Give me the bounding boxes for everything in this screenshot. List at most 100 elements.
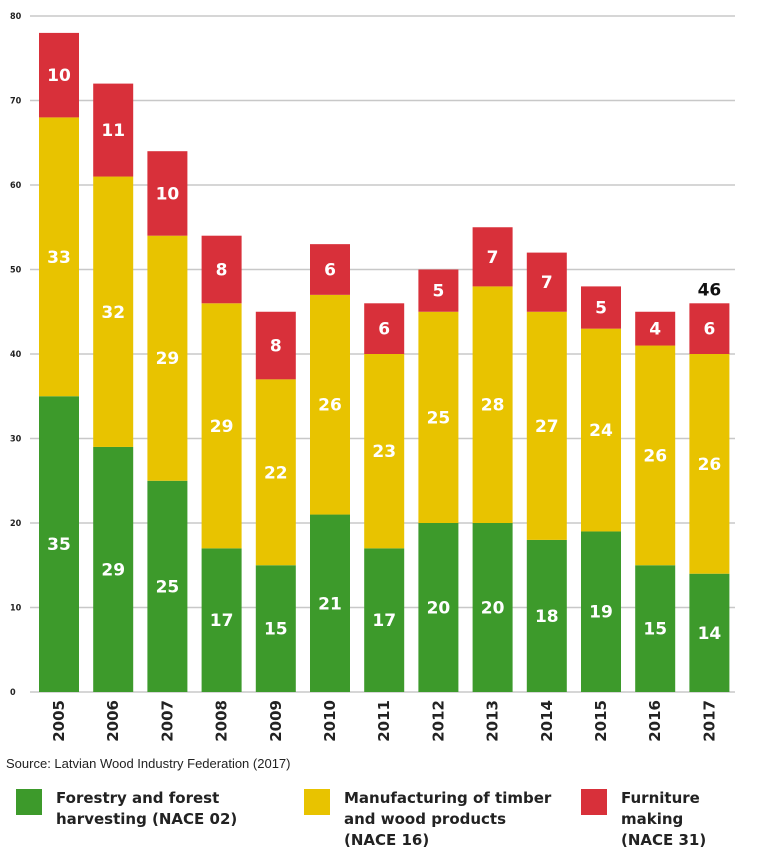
- data-label: 29: [156, 349, 180, 369]
- bar-segment: [147, 151, 188, 236]
- data-label: 27: [535, 417, 559, 437]
- data-label: 5: [595, 299, 607, 319]
- x-tick-label: 2008: [213, 700, 231, 742]
- y-tick-label: 0: [10, 688, 16, 698]
- bar-segment: [635, 565, 676, 692]
- y-tick-label: 10: [10, 604, 22, 614]
- bar-segment: [581, 328, 621, 532]
- data-label: 19: [589, 603, 613, 623]
- data-label: 22: [264, 463, 288, 483]
- x-tick-label: 2006: [104, 700, 122, 742]
- legend-label-manufacturing: Manufacturing of timber and wood product…: [344, 789, 552, 849]
- bar-segment: [364, 303, 405, 354]
- bar-segment: [310, 244, 350, 295]
- data-label: 23: [372, 442, 396, 462]
- legend-swatch-manufacturing: [304, 789, 330, 815]
- legend-label-furniture: Furniture making (NACE 31): [621, 789, 707, 849]
- bar-segment: [689, 354, 730, 574]
- data-label: 25: [156, 577, 180, 597]
- data-label: 20: [481, 599, 505, 619]
- x-tick-label: 2009: [267, 700, 285, 742]
- bar-segment: [364, 548, 405, 692]
- bar-segment: [418, 269, 459, 312]
- legend-item-forestry: Forestry and forest harvesting (NACE 02): [16, 788, 237, 830]
- data-label: 33: [47, 248, 71, 268]
- data-label: 18: [535, 607, 559, 627]
- bar-segment: [310, 294, 350, 515]
- data-label: 32: [101, 303, 125, 323]
- data-label: 26: [643, 446, 667, 466]
- x-tick-label: 2016: [646, 700, 664, 742]
- legend-swatch-forestry: [16, 789, 42, 815]
- bars: 35 33 10 29 32 11 25 29 10 17 29 8 15 22 8 21 26 6 17 23 6 20…: [39, 32, 730, 692]
- data-label: 7: [541, 273, 553, 293]
- bar-segment: [93, 83, 134, 177]
- bar-segment: [310, 514, 350, 692]
- data-label: 28: [481, 396, 505, 416]
- y-tick-label: 60: [10, 181, 22, 191]
- data-label: 10: [156, 184, 180, 204]
- bar-segment: [39, 32, 79, 118]
- bar-segment: [689, 573, 730, 692]
- y-tick-label: 40: [10, 350, 22, 360]
- x-axis-labels: 2005 2006 2007 2008 2009 2010 2011 2012 2013 2014…: [50, 700, 718, 742]
- legend-item-furniture: Furniture making (NACE 31): [581, 788, 761, 851]
- data-label: 5: [432, 282, 444, 302]
- legend-swatch-furniture: [581, 789, 607, 815]
- bar-segment: [418, 311, 459, 523]
- x-tick-label: 2013: [484, 700, 502, 742]
- x-tick-label: 2014: [538, 700, 556, 742]
- y-tick-label: 80: [10, 12, 22, 22]
- bar-segment: [39, 396, 79, 692]
- data-label: 20: [427, 599, 451, 619]
- source-note: Source: Latvian Wood Industry Federation…: [6, 756, 291, 771]
- data-label: 26: [698, 455, 722, 475]
- data-label: 14: [698, 624, 722, 644]
- x-tick-label: 2005: [50, 700, 68, 742]
- bar-segment: [418, 523, 459, 692]
- x-tick-label: 2017: [700, 700, 718, 742]
- bar-segment: [147, 480, 188, 692]
- y-axis-ticks: 0 10 20 30 40 50 60 70 80: [10, 12, 22, 698]
- bar-segment: [255, 311, 296, 380]
- data-label: 6: [378, 320, 390, 340]
- bar-segment: [526, 311, 567, 540]
- data-label: 35: [47, 535, 71, 555]
- y-tick-label: 50: [10, 266, 22, 276]
- bar-segment: [526, 252, 567, 312]
- data-label: 17: [372, 611, 396, 631]
- data-label: 8: [270, 337, 282, 357]
- data-label: 26: [318, 396, 342, 416]
- legend-item-manufacturing: Manufacturing of timber and wood product…: [304, 788, 551, 851]
- data-label: 15: [643, 620, 667, 640]
- bar-segment: [93, 176, 134, 447]
- bar-segment: [581, 286, 621, 329]
- x-tick-label: 2011: [375, 700, 393, 742]
- data-label: 11: [101, 121, 125, 141]
- bar-segment: [689, 303, 730, 354]
- data-label: 10: [47, 66, 71, 86]
- y-tick-label: 30: [10, 435, 22, 445]
- data-label: 17: [210, 611, 234, 631]
- x-tick-label: 2012: [429, 700, 447, 742]
- y-tick-label: 70: [10, 97, 22, 107]
- bar-segment: [364, 354, 405, 549]
- x-tick-label: 2015: [592, 700, 610, 742]
- data-label: 7: [487, 248, 499, 268]
- data-label: 21: [318, 594, 342, 614]
- bar-segment: [581, 531, 621, 692]
- x-tick-label: 2007: [158, 700, 176, 742]
- data-label: 29: [210, 417, 234, 437]
- bar-segment: [201, 548, 242, 692]
- bar-segment: [255, 379, 296, 566]
- data-label: 25: [427, 408, 451, 428]
- bar-segment: [635, 345, 676, 566]
- data-label: 6: [324, 261, 336, 281]
- bar-segment: [472, 523, 513, 692]
- bar-segment: [255, 565, 296, 692]
- data-label: 29: [101, 560, 125, 580]
- data-label: 6: [703, 320, 715, 340]
- data-label: 24: [589, 421, 613, 441]
- bar-segment: [147, 235, 188, 481]
- data-label: 4: [649, 320, 661, 340]
